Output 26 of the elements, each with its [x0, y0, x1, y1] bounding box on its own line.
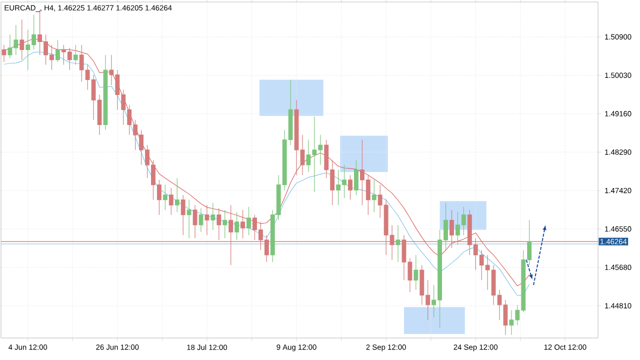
candlestick [228, 204, 234, 266]
candlestick [210, 202, 216, 230]
candlestick [204, 204, 210, 236]
candlestick [2, 44, 6, 62]
candlestick [372, 180, 376, 212]
candlestick [396, 224, 400, 262]
candlestick [240, 210, 245, 239]
candlestick [20, 19, 24, 60]
candlestick [174, 178, 180, 212]
candlestick [162, 184, 168, 210]
candlestick [246, 206, 251, 236]
candlestick [73, 44, 78, 65]
candlestick [222, 210, 228, 239]
candlestick [168, 188, 174, 216]
candlestick [180, 194, 186, 236]
candlestick [216, 208, 222, 240]
candlestick [414, 254, 418, 290]
candlestick [192, 204, 198, 239]
candlestick [348, 174, 352, 200]
candlestick [186, 200, 192, 239]
candlestick [198, 208, 204, 232]
candlestick [234, 212, 240, 240]
candlestick [103, 54, 108, 130]
candlestick [450, 210, 454, 248]
candlestick [56, 40, 60, 62]
candlestick [354, 160, 358, 196]
